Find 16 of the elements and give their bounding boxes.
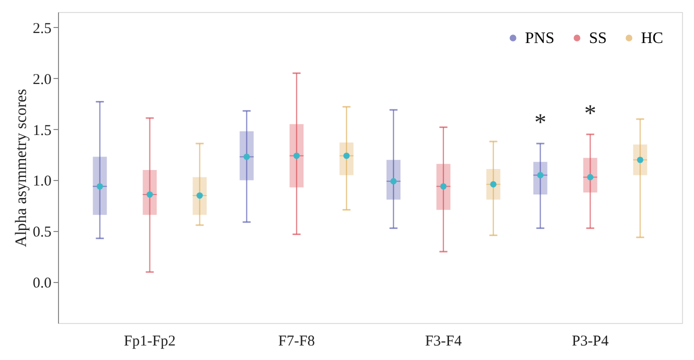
y-tick-label: 0.5 [32, 224, 52, 241]
annotation: * [534, 110, 546, 136]
x-tick-label: P3-P4 [572, 334, 610, 350]
y-tick-label: 0.0 [32, 276, 52, 292]
x-tick-label: Fp1-Fp2 [124, 334, 176, 350]
y-tick-label: 1.5 [32, 122, 52, 139]
y-tick-label: 2.0 [32, 72, 52, 88]
legend-label: HC [641, 30, 664, 47]
y-tick-label: 1.0 [32, 174, 52, 190]
legend-label: PNS [525, 30, 554, 47]
x-tick-label: F7-F8 [278, 334, 315, 350]
x-tick-label: F3-F4 [425, 334, 462, 350]
legend-label: SS [589, 30, 607, 47]
y-axis-title: Alpha asymmetry scores [12, 88, 30, 248]
y-tick-label: 2.5 [32, 20, 52, 37]
annotation: * [584, 100, 596, 127]
